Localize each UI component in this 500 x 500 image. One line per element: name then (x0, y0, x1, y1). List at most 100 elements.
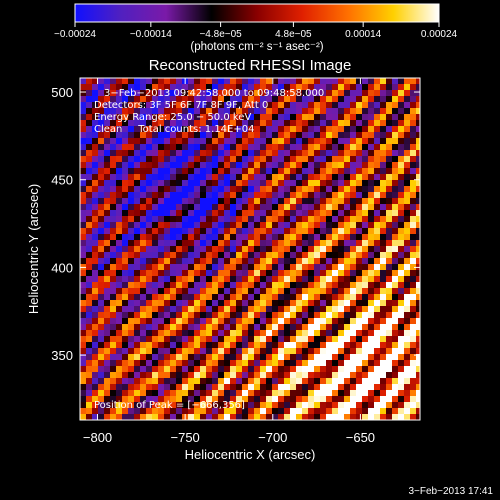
heatmap-cell (194, 396, 201, 403)
heatmap-cell (224, 144, 231, 151)
heatmap-cell (146, 378, 153, 385)
heatmap-cell (140, 336, 147, 343)
heatmap-cell (122, 78, 129, 85)
heatmap-cell (194, 156, 201, 163)
heatmap-cell (86, 120, 93, 127)
heatmap-cell (362, 324, 369, 331)
heatmap-cell (296, 330, 303, 337)
heatmap-cell (80, 354, 87, 361)
heatmap-cell (260, 144, 267, 151)
heatmap-cell (296, 78, 303, 85)
heatmap-cell (332, 324, 339, 331)
heatmap-cell (224, 174, 231, 181)
heatmap-cell (140, 414, 147, 420)
heatmap-cell (146, 198, 153, 205)
heatmap-cell (206, 120, 213, 127)
heatmap-cell (134, 348, 141, 355)
heatmap-cell (338, 186, 345, 193)
heatmap-cell (230, 96, 237, 103)
heatmap-cell (140, 258, 147, 265)
heatmap-cell (284, 102, 291, 109)
heatmap-cell (140, 342, 147, 349)
heatmap-cell (128, 336, 135, 343)
heatmap-cell (410, 354, 417, 361)
heatmap-cell (230, 120, 237, 127)
heatmap-cell (386, 396, 393, 403)
heatmap-cell (212, 342, 219, 349)
heatmap-cell (326, 234, 333, 241)
heatmap-cell (350, 114, 357, 121)
heatmap-cell (404, 276, 411, 283)
heatmap-cell (386, 318, 393, 325)
heatmap-cell (308, 276, 315, 283)
heatmap-cell (314, 342, 321, 349)
heatmap-cell (236, 162, 243, 169)
heatmap-cell (266, 402, 273, 409)
heatmap-cell (122, 108, 129, 115)
heatmap-cell (182, 132, 189, 139)
heatmap-cell (416, 204, 420, 211)
heatmap-cell (152, 96, 159, 103)
heatmap-cell (260, 150, 267, 157)
heatmap-cell (344, 162, 351, 169)
heatmap-cell (344, 132, 351, 139)
heatmap-cell (206, 300, 213, 307)
heatmap-cell (98, 348, 105, 355)
heatmap-cell (404, 396, 411, 403)
heatmap-cell (410, 240, 417, 247)
heatmap-cell (332, 198, 339, 205)
heatmap-cell (278, 396, 285, 403)
heatmap-cell (122, 270, 129, 277)
heatmap-cell (416, 234, 420, 241)
heatmap-cell (158, 168, 165, 175)
heatmap-cell (176, 180, 183, 187)
heatmap-cell (194, 228, 201, 235)
heatmap-cell (302, 96, 309, 103)
heatmap-cell (200, 246, 207, 253)
heatmap-cell (410, 234, 417, 241)
heatmap-cell (152, 144, 159, 151)
heatmap-cell (308, 186, 315, 193)
heatmap-cell (254, 252, 261, 259)
heatmap-cell (296, 210, 303, 217)
heatmap-cell (98, 234, 105, 241)
heatmap-cell (170, 114, 177, 121)
heatmap-cell (92, 408, 99, 415)
heatmap-cell (134, 270, 141, 277)
heatmap-cell (308, 174, 315, 181)
heatmap-cell (344, 156, 351, 163)
heatmap-cell (290, 384, 297, 391)
heatmap-cell (314, 264, 321, 271)
heatmap-cell (92, 150, 99, 157)
heatmap-cell (368, 402, 375, 409)
heatmap-cell (218, 360, 225, 367)
heatmap-cell (140, 264, 147, 271)
heatmap-cell (344, 168, 351, 175)
heatmap-cell (164, 228, 171, 235)
heatmap-cell (104, 186, 111, 193)
heatmap-cell (182, 234, 189, 241)
heatmap-cell (278, 108, 285, 115)
heatmap-cell (86, 276, 93, 283)
heatmap-cell (392, 318, 399, 325)
heatmap-cell (170, 324, 177, 331)
heatmap-cell (176, 168, 183, 175)
heatmap-cell (134, 306, 141, 313)
heatmap-cell (110, 354, 117, 361)
heatmap-cell (92, 174, 99, 181)
heatmap-cell (392, 264, 399, 271)
heatmap-cell (248, 294, 255, 301)
heatmap-cell (164, 366, 171, 373)
heatmap-cell (302, 174, 309, 181)
heatmap-cell (134, 144, 141, 151)
heatmap-cell (92, 288, 99, 295)
heatmap-cell (338, 282, 345, 289)
heatmap-cell (254, 384, 261, 391)
heatmap-cell (98, 372, 105, 379)
heatmap-cell (392, 222, 399, 229)
heatmap-cell (344, 378, 351, 385)
colorbar-tick-label: −0.00014 (130, 29, 172, 40)
heatmap-cell (80, 324, 87, 331)
heatmap-cell (266, 330, 273, 337)
heatmap-cell (158, 288, 165, 295)
